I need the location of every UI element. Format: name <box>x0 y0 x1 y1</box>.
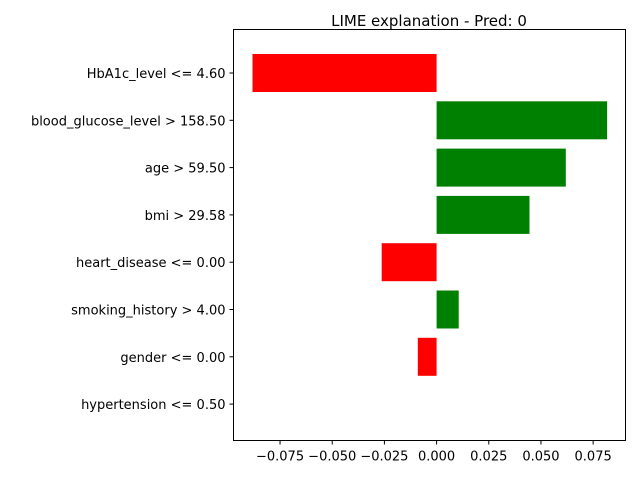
y-tick-label: HbA1c_level <= 4.60 <box>87 67 226 82</box>
bar-6 <box>417 337 437 376</box>
plot-frame <box>233 29 626 441</box>
bar-3 <box>436 195 530 234</box>
bar-2 <box>436 148 566 187</box>
x-tick-label: −0.025 <box>360 450 408 465</box>
x-axis: −0.075 −0.050 −0.025 0.000 0.025 0.050 0.075 <box>256 440 612 465</box>
bars-layer <box>252 54 608 376</box>
chart-title: LIME explanation - Pred: 0 <box>331 12 527 30</box>
y-tick-label: hypertension <= 0.50 <box>81 398 225 413</box>
x-tick-label: 0.075 <box>575 450 612 465</box>
y-tick-label: gender <= 0.00 <box>120 351 225 366</box>
bar-5 <box>436 290 459 329</box>
x-tick-label: 0.050 <box>522 450 559 465</box>
bar-4 <box>381 243 437 282</box>
bar-0 <box>252 54 437 92</box>
x-tick-label: 0.025 <box>470 450 507 465</box>
x-tick-label: −0.050 <box>308 450 356 465</box>
y-tick-label: age > 59.50 <box>145 162 226 177</box>
y-tick-label: blood_glucose_level > 158.50 <box>31 114 226 129</box>
y-tick-label: bmi > 29.58 <box>145 209 226 224</box>
y-tick-label: heart_disease <= 0.00 <box>76 256 226 271</box>
y-tick-label: smoking_history > 4.00 <box>71 304 225 319</box>
bar-1 <box>436 101 608 140</box>
x-tick-label: 0.000 <box>418 450 455 465</box>
y-axis: HbA1c_level <= 4.60 blood_glucose_level >… <box>31 67 234 413</box>
x-tick-label: −0.075 <box>256 450 304 465</box>
